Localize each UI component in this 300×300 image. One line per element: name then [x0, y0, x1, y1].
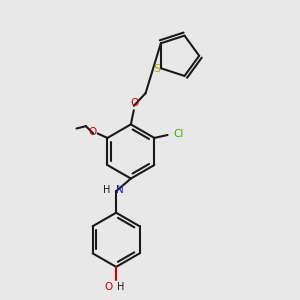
Text: N: N: [116, 185, 123, 195]
Text: S: S: [154, 64, 161, 74]
Text: O: O: [104, 282, 112, 292]
Text: H: H: [103, 185, 111, 195]
Text: Cl: Cl: [173, 129, 184, 140]
Text: H: H: [117, 282, 124, 292]
Text: O: O: [88, 127, 96, 137]
Text: O: O: [130, 98, 138, 109]
